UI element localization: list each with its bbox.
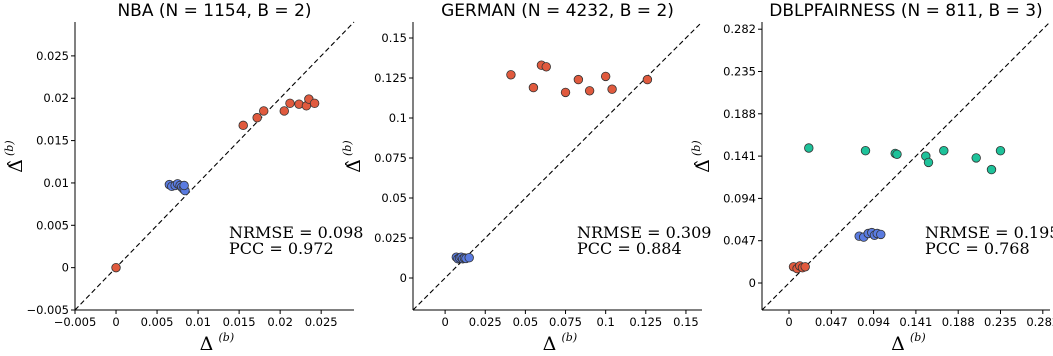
y-tick-label: 0.15 [381,31,407,45]
scatter-point [800,262,810,272]
chart-title: NBA (N = 1154, B = 2) [117,1,311,21]
scatter-point [573,74,584,85]
y-tick-label: 0.047 [723,234,756,248]
x-tick-label: 0.05 [513,315,539,329]
x-axis-label: Δ [200,333,214,355]
panel-nba: NBA (N = 1154, B = 2) −0.005 0 0.005 0.01 0.0… [3,1,363,355]
identity-line [412,21,703,311]
scatter-point [986,164,997,175]
y-tick-label: 0 [749,276,756,290]
scatter-point [279,106,289,116]
scatter-point [995,145,1006,156]
x-tick-label: 0.01 [185,315,211,329]
pcc-label: PCC = 0.972 [229,239,334,258]
y-tick-label: 0.015 [36,134,69,148]
panel-dblpfairness: DBLPFAIRNESS (N = 811, B = 3) 0 0.047 0.094… [690,1,1053,355]
pcc-label: PCC = 0.884 [577,239,682,258]
x-tick-label: 0.188 [942,315,975,329]
x-tick-label: 0 [441,315,448,329]
y-tick-label: 0.02 [43,91,69,105]
y-tick-label: 0 [62,261,69,275]
y-tick-label: 0.1 [389,111,407,125]
scatter-point [923,157,934,168]
scatter-point [541,62,551,72]
y-axis-label: Δ̂ [5,159,27,173]
y-tick-label: 0.01 [43,176,69,190]
scatter-point [259,106,269,116]
scatter-point [179,180,189,191]
x-tick-label: 0.025 [469,315,502,329]
y-tick-label: 0 [400,271,407,285]
x-tick-label: 0.125 [629,315,662,329]
x-axis-label: Δ [891,333,905,355]
chart-title: DBLPFAIRNESS (N = 811, B = 3) [769,1,1042,21]
scatter-point [860,145,871,156]
y-tick-label: 0.282 [723,22,756,36]
scatter-point [506,70,516,80]
x-tick-label: 0.005 [141,315,174,329]
x-tick-label: 0.235 [984,315,1017,329]
scatter-point [892,149,902,160]
scatter-point [528,82,539,93]
y-tick-label: 0.005 [36,218,69,232]
scatter-point [642,74,653,85]
scatter-point [285,98,295,109]
x-axis-label-sup: (b) [219,331,235,344]
nrmse-label: NRMSE = 0.195 [925,223,1053,242]
y-tick-label: −0.005 [26,303,69,317]
x-tick-label: −0.005 [54,315,97,329]
x-tick-label: 0.025 [305,315,338,329]
y-axis-label-sup: (b) [690,140,703,156]
identity-line [761,21,1051,311]
x-tick-label: 0 [785,315,792,329]
panel-german: GERMAN (N = 4232, B = 2) 0 0.025 0.05 0.075 0… [341,1,711,355]
x-tick-label: 0.1 [597,315,615,329]
y-axis-label: Δ̂ [692,159,714,173]
y-tick-label: 0.141 [723,149,756,163]
scatter-point [309,98,320,109]
nrmse-label: NRMSE = 0.309 [577,223,711,242]
y-tick-label: 0.025 [374,231,407,245]
y-tick-label: 0.05 [381,191,407,205]
y-axis-label-sup: (b) [341,140,354,156]
x-tick-label: 0 [112,315,119,329]
y-axis-label-sup: (b) [3,140,16,156]
scatter-point [971,153,981,163]
x-tick-label: 0.047 [815,315,848,329]
y-tick-label: 0.235 [723,65,756,79]
scatter-point [252,113,262,123]
scatter-point [804,143,814,153]
scatter-point [111,262,121,273]
scatter-point [560,87,571,98]
scatter-point [464,252,474,263]
y-axis-label: Δ̂ [343,159,365,173]
scatter-point [238,120,248,131]
pcc-label: PCC = 0.768 [925,239,1030,258]
y-tick-label: 0.075 [374,151,407,165]
y-tick-label: 0.094 [723,191,756,205]
scatter-point [584,86,595,96]
scatter-point [876,229,886,240]
identity-line [74,21,355,311]
x-tick-label: 0.141 [899,315,932,329]
x-tick-label: 0.075 [549,315,582,329]
x-tick-label: 0.015 [223,315,256,329]
x-axis-label: Δ [543,333,557,355]
scatter-point [939,145,949,156]
y-tick-label: 0.188 [723,107,756,121]
scatter-point [607,84,617,94]
y-tick-label: 0.025 [36,49,69,63]
nrmse-label: NRMSE = 0.098 [229,223,363,242]
x-tick-label: 0.094 [857,315,890,329]
x-tick-label: 0.282 [1026,315,1053,329]
x-tick-label: 0.15 [673,315,699,329]
x-tick-label: 0.02 [267,315,293,329]
scatter-point [600,71,611,82]
y-tick-label: 0.125 [374,71,407,85]
x-axis-label-sup: (b) [562,331,578,344]
x-axis-label-sup: (b) [910,331,926,344]
chart-title: GERMAN (N = 4232, B = 2) [441,1,674,21]
